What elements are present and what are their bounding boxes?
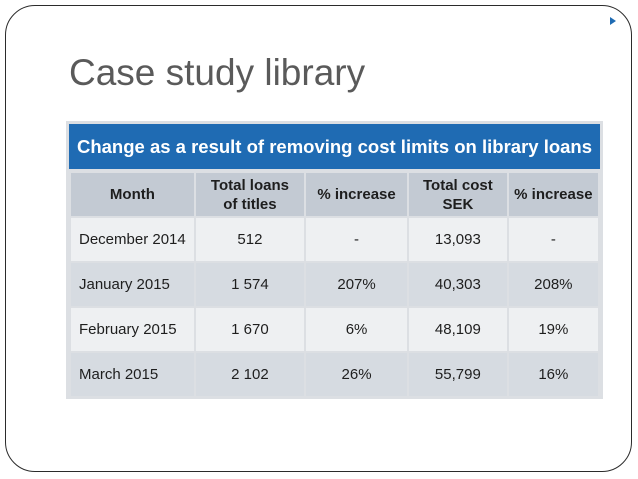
cell-month: January 2015 [71, 263, 194, 306]
header-total-loans-line2: of titles [223, 195, 277, 213]
header-loans-increase-label: % increase [317, 186, 396, 203]
table-row: February 2015 1 670 6% 48,109 19% [71, 308, 598, 351]
cell-total-cost: 55,799 [409, 353, 507, 396]
loans-table: Month Total loans of titles % increase T… [69, 171, 600, 398]
data-table-container: Change as a result of removing cost limi… [66, 121, 603, 399]
slide-title: Case study library [69, 52, 366, 93]
cell-month: March 2015 [71, 353, 194, 396]
cell-total-loans: 1 670 [195, 308, 305, 351]
cell-total-cost: 48,109 [409, 308, 507, 351]
cell-total-cost: 40,303 [409, 263, 507, 306]
cell-total-loans: 512 [195, 218, 305, 261]
cell-month: February 2015 [71, 308, 194, 351]
header-total-loans: Total loans of titles [195, 173, 305, 216]
header-total-cost-line1: Total cost [423, 176, 493, 194]
header-total-cost-line2: SEK [442, 195, 474, 213]
cell-total-loans: 2 102 [195, 353, 305, 396]
cell-loans-increase: - [306, 218, 408, 261]
header-month: Month [71, 173, 194, 216]
table-row: March 2015 2 102 26% 55,799 16% [71, 353, 598, 396]
table-row: December 2014 512 - 13,093 - [71, 218, 598, 261]
header-total-cost: Total cost SEK [409, 173, 507, 216]
cell-loans-increase: 26% [306, 353, 408, 396]
header-loans-increase: % increase [306, 173, 408, 216]
cell-cost-increase: 208% [508, 263, 598, 306]
slide-corner-arrow-icon [610, 17, 616, 25]
cell-total-loans: 1 574 [195, 263, 305, 306]
header-cost-increase-label: % increase [514, 186, 593, 203]
cell-cost-increase: 19% [508, 308, 598, 351]
cell-month: December 2014 [71, 218, 194, 261]
table-row: January 2015 1 574 207% 40,303 208% [71, 263, 598, 306]
cell-loans-increase: 6% [306, 308, 408, 351]
cell-cost-increase: 16% [508, 353, 598, 396]
cell-loans-increase: 207% [306, 263, 408, 306]
cell-total-cost: 13,093 [409, 218, 507, 261]
header-total-loans-line1: Total loans [210, 176, 289, 194]
table-header-row: Month Total loans of titles % increase T… [71, 173, 598, 216]
header-month-label: Month [109, 186, 155, 203]
header-cost-increase: % increase [508, 173, 598, 216]
table-caption: Change as a result of removing cost limi… [69, 124, 600, 169]
cell-cost-increase: - [508, 218, 598, 261]
